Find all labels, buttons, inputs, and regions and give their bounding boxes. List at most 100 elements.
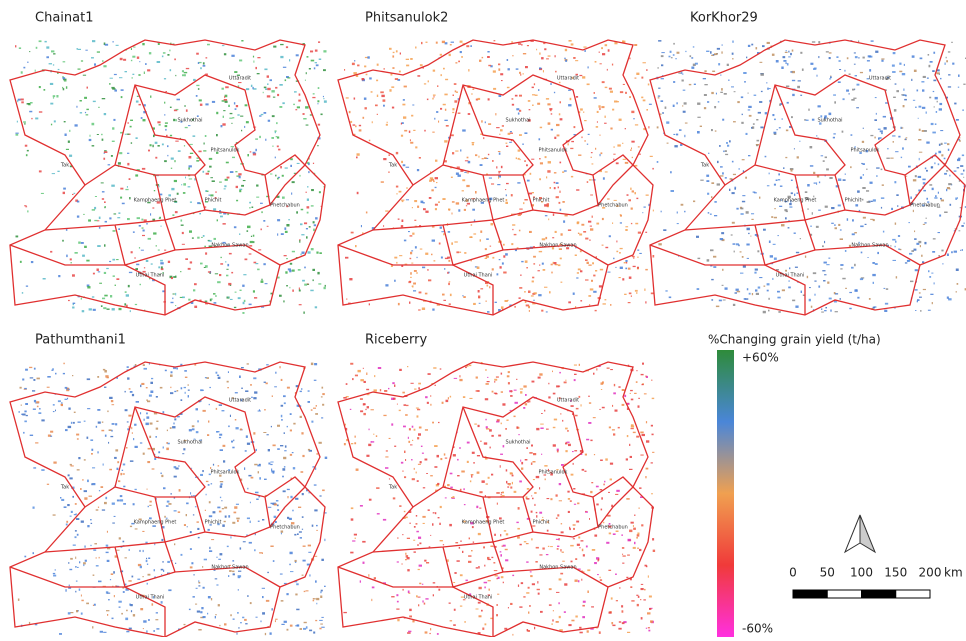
- yield-pixel: [131, 251, 133, 253]
- yield-pixel: [957, 159, 960, 161]
- yield-pixel: [220, 263, 223, 265]
- yield-pixel: [646, 628, 647, 629]
- yield-pixel: [249, 207, 250, 208]
- yield-pixel: [707, 101, 709, 103]
- yield-pixel: [917, 90, 919, 92]
- yield-pixel: [123, 591, 125, 593]
- yield-pixel: [598, 105, 600, 107]
- yield-pixel: [181, 220, 183, 222]
- yield-pixel: [151, 378, 153, 379]
- yield-pixel: [895, 151, 898, 152]
- yield-pixel: [532, 281, 534, 283]
- yield-pixel: [158, 250, 160, 251]
- yield-pixel: [182, 453, 184, 454]
- yield-pixel: [98, 422, 101, 424]
- yield-pixel: [231, 272, 233, 274]
- yield-pixel: [497, 503, 498, 505]
- yield-pixel: [39, 170, 42, 172]
- yield-pixel: [722, 172, 724, 174]
- yield-pixel: [862, 141, 864, 143]
- yield-pixel: [462, 179, 465, 181]
- yield-pixel: [914, 249, 917, 251]
- yield-pixel: [433, 582, 436, 583]
- yield-pixel: [469, 538, 470, 540]
- yield-pixel: [167, 430, 168, 432]
- yield-pixel: [307, 186, 308, 188]
- yield-pixel: [104, 201, 106, 203]
- yield-pixel: [175, 563, 176, 564]
- yield-pixel: [178, 150, 181, 152]
- yield-pixel: [238, 627, 239, 629]
- yield-pixel: [822, 245, 824, 247]
- yield-pixel: [96, 565, 99, 566]
- yield-pixel: [549, 588, 552, 590]
- yield-pixel: [658, 40, 661, 42]
- yield-pixel: [542, 517, 543, 518]
- yield-pixel: [184, 72, 188, 73]
- yield-pixel: [160, 262, 163, 264]
- yield-pixel: [302, 252, 305, 254]
- yield-pixel: [466, 185, 469, 187]
- yield-pixel: [911, 79, 912, 81]
- yield-pixel: [587, 84, 590, 86]
- yield-pixel: [77, 216, 79, 218]
- yield-pixel: [725, 287, 728, 289]
- yield-pixel: [568, 143, 569, 145]
- yield-pixel: [354, 98, 356, 100]
- yield-pixel: [161, 574, 162, 575]
- yield-pixel: [245, 104, 248, 106]
- yield-pixel: [430, 628, 431, 630]
- yield-pixel: [68, 426, 72, 428]
- yield-pixel: [637, 250, 639, 251]
- yield-pixel: [568, 229, 571, 231]
- yield-pixel: [706, 51, 709, 52]
- yield-pixel: [642, 363, 644, 365]
- yield-pixel: [535, 561, 537, 563]
- yield-pixel: [862, 187, 865, 189]
- yield-pixel: [371, 599, 372, 601]
- yield-pixel: [287, 496, 288, 498]
- yield-pixel: [590, 440, 592, 442]
- yield-pixel: [472, 143, 474, 145]
- yield-pixel: [433, 594, 434, 596]
- yield-pixel: [417, 544, 419, 546]
- yield-pixel: [925, 168, 927, 170]
- yield-pixel: [624, 262, 626, 263]
- yield-pixel: [782, 118, 783, 120]
- yield-pixel: [81, 521, 84, 523]
- yield-pixel: [146, 387, 148, 388]
- yield-pixel: [876, 113, 877, 115]
- yield-pixel: [486, 483, 488, 484]
- yield-pixel: [425, 429, 428, 431]
- yield-pixel: [283, 490, 286, 492]
- yield-pixel: [383, 99, 386, 101]
- yield-pixel: [445, 458, 447, 459]
- yield-pixel: [479, 587, 482, 589]
- yield-pixel: [945, 63, 946, 65]
- yield-pixel: [63, 61, 66, 62]
- yield-pixel: [878, 137, 881, 139]
- yield-pixel: [193, 514, 194, 515]
- yield-pixel: [81, 60, 83, 61]
- yield-pixel: [399, 410, 401, 411]
- yield-pixel: [564, 58, 566, 59]
- yield-pixel: [605, 247, 608, 248]
- province-label: Sukhothai: [817, 118, 842, 124]
- yield-pixel: [609, 427, 611, 429]
- yield-pixel: [284, 450, 286, 451]
- yield-pixel: [519, 209, 522, 210]
- yield-pixel: [747, 288, 749, 290]
- yield-pixel: [199, 213, 201, 215]
- yield-pixel: [829, 298, 832, 300]
- yield-pixel: [168, 194, 171, 196]
- yield-pixel: [782, 289, 785, 291]
- yield-pixel: [605, 44, 608, 46]
- yield-pixel: [406, 65, 409, 67]
- yield-pixel: [645, 476, 646, 478]
- yield-pixel: [266, 364, 269, 365]
- yield-pixel: [256, 197, 259, 198]
- yield-pixel: [426, 473, 428, 474]
- yield-pixel: [36, 401, 39, 403]
- yield-pixel: [579, 234, 582, 236]
- yield-pixel: [778, 179, 780, 180]
